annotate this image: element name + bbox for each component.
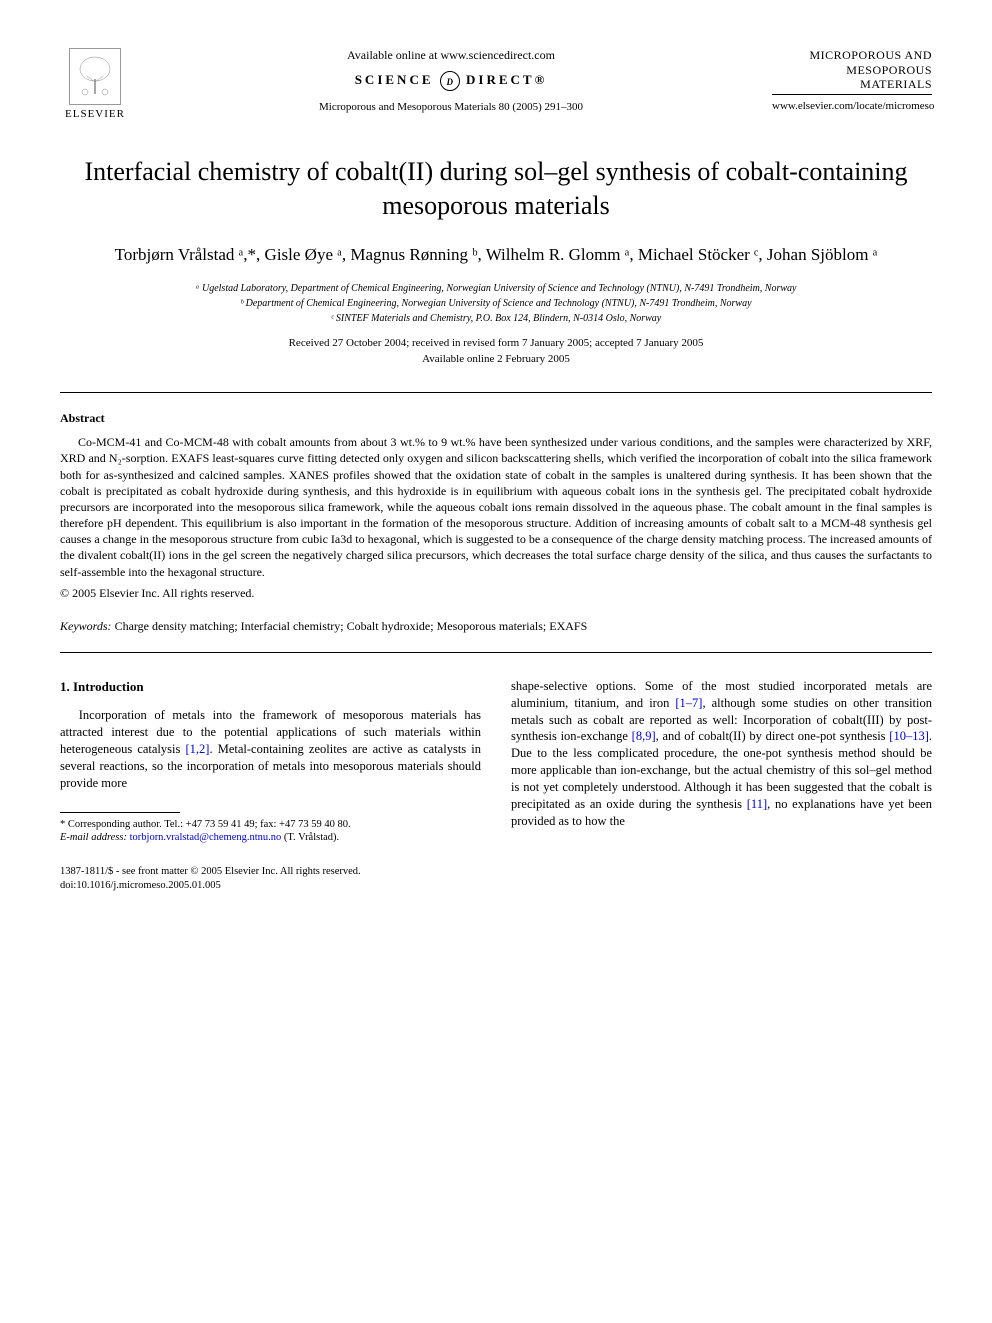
online-date: Available online 2 February 2005 — [60, 352, 932, 367]
email-address[interactable]: torbjorn.vralstad@chemeng.ntnu.no — [130, 832, 282, 843]
elsevier-label: ELSEVIER — [65, 108, 125, 120]
abstract-heading: Abstract — [60, 411, 932, 426]
dates-block: Received 27 October 2004; received in re… — [60, 336, 932, 367]
sd-symbol-icon: d — [440, 71, 460, 91]
footer-line1: 1387-1811/$ - see front matter © 2005 El… — [60, 865, 481, 879]
affiliations: ᵃ Ugelstad Laboratory, Department of Che… — [80, 281, 912, 326]
two-column-body: 1. Introduction Incorporation of metals … — [60, 678, 932, 892]
footer-doi: doi:10.1016/j.micromeso.2005.01.005 — [60, 879, 481, 893]
keywords-line: Keywords: Charge density matching; Inter… — [60, 619, 932, 634]
ref-link-11[interactable]: [11] — [747, 797, 767, 811]
article-title: Interfacial chemistry of cobalt(II) duri… — [80, 155, 912, 223]
journal-reference: Microporous and Mesoporous Materials 80 … — [130, 101, 772, 113]
journal-logo-block: MICROPOROUS AND MESOPOROUS MATERIALS www… — [772, 48, 932, 111]
sciencedirect-logo: SCIENCE d DIRECT® — [130, 71, 772, 91]
corresponding-footnote: * Corresponding author. Tel.: +47 73 59 … — [60, 818, 481, 845]
ref-link-8-9[interactable]: [8,9] — [632, 729, 656, 743]
elsevier-logo: ELSEVIER — [60, 40, 130, 120]
ref-link-1-7[interactable]: [1–7] — [675, 696, 702, 710]
received-date: Received 27 October 2004; received in re… — [60, 336, 932, 351]
abstract-copyright: © 2005 Elsevier Inc. All rights reserved… — [60, 586, 932, 601]
intro-col1-text: Incorporation of metals into the framewo… — [60, 707, 481, 791]
affiliation-a: ᵃ Ugelstad Laboratory, Department of Che… — [80, 281, 912, 296]
journal-logo-line2: MESOPOROUS MATERIALS — [772, 63, 932, 92]
journal-logo-line1: MICROPOROUS AND — [772, 48, 932, 62]
affiliation-c: ᶜ SINTEF Materials and Chemistry, P.O. B… — [80, 311, 912, 326]
journal-url[interactable]: www.elsevier.com/locate/micromeso — [772, 100, 932, 112]
keywords-list: Charge density matching; Interfacial che… — [115, 619, 588, 633]
keywords-label: Keywords: — [60, 619, 112, 633]
sd-left: SCIENCE — [355, 71, 434, 86]
intro-heading: 1. Introduction — [60, 678, 481, 696]
email-tail: (T. Vrålstad). — [284, 832, 339, 843]
sd-right: DIRECT® — [466, 71, 547, 86]
intro-col2-text: shape-selective options. Some of the mos… — [511, 678, 932, 830]
authors-line: Torbjørn Vrålstad ᵃ,*, Gisle Øye ᵃ, Magn… — [100, 243, 892, 267]
header-row: ELSEVIER Available online at www.science… — [60, 40, 932, 120]
corresponding-author-line: * Corresponding author. Tel.: +47 73 59 … — [60, 818, 481, 832]
center-header: Available online at www.sciencedirect.co… — [130, 48, 772, 113]
email-label: E-mail address: — [60, 832, 127, 843]
ref-link-1-2[interactable]: [1,2] — [186, 742, 210, 756]
left-column: 1. Introduction Incorporation of metals … — [60, 678, 481, 892]
available-online-text: Available online at www.sciencedirect.co… — [130, 48, 772, 63]
elsevier-tree-icon — [69, 48, 121, 105]
footer-block: 1387-1811/$ - see front matter © 2005 El… — [60, 865, 481, 892]
affiliation-b: ᵇ Department of Chemical Engineering, No… — [80, 296, 912, 311]
ref-link-10-13[interactable]: [10–13] — [889, 729, 929, 743]
abstract-body: Co-MCM-41 and Co-MCM-48 with cobalt amou… — [60, 434, 932, 580]
right-column: shape-selective options. Some of the mos… — [511, 678, 932, 892]
